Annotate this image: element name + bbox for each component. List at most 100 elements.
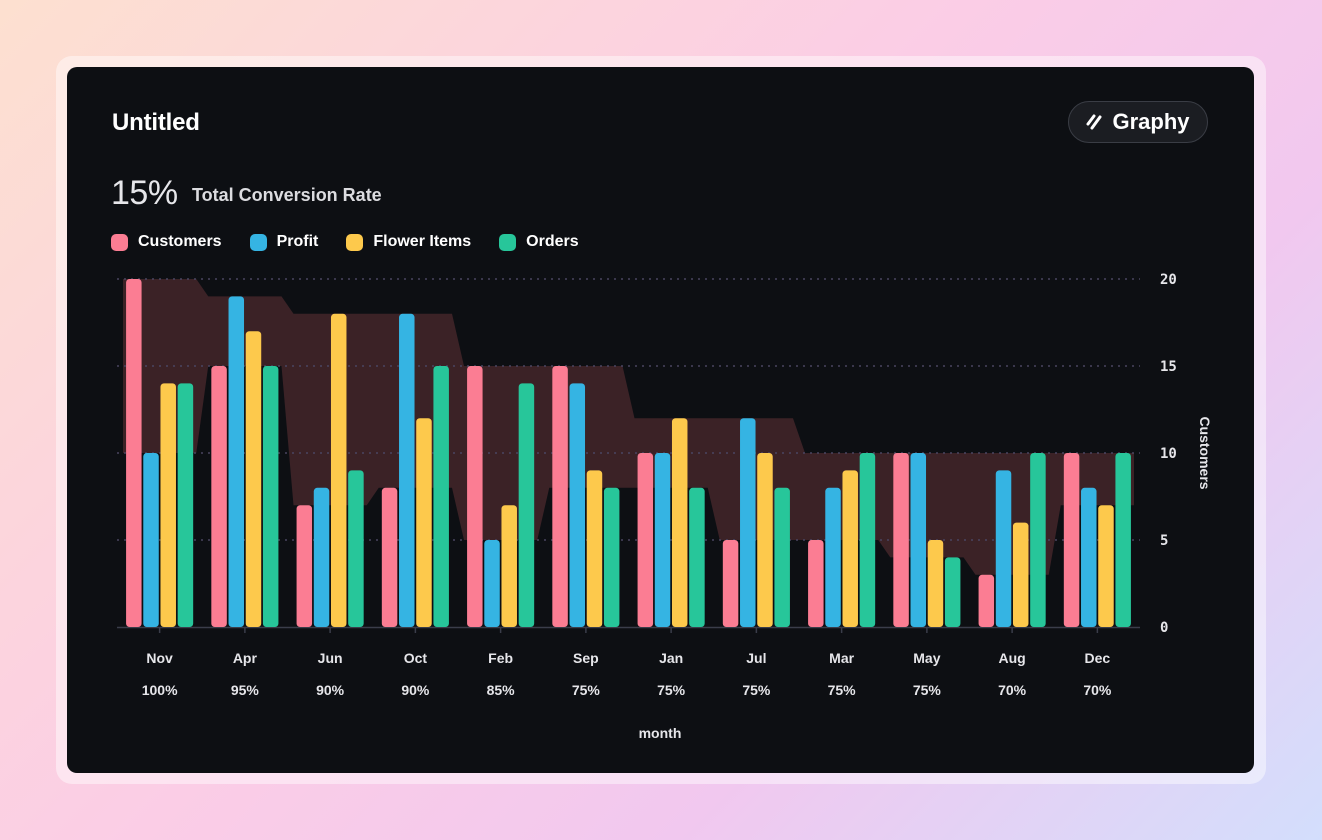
- bar-customers: [296, 505, 313, 627]
- bar-customers: [808, 540, 824, 627]
- x-tick-sublabel: 95%: [231, 682, 260, 698]
- x-tick-label: Oct: [404, 650, 428, 666]
- chart-legend: Customers Profit Flower Items Orders: [111, 233, 579, 251]
- y-tick-label: 5: [1160, 533, 1168, 549]
- x-tick-sublabel: 75%: [828, 682, 857, 698]
- legend-swatch: [346, 233, 364, 251]
- x-tick-label: Mar: [829, 650, 854, 666]
- chart-card: Untitled Graphy 15% Total Conversion Rat…: [67, 67, 1254, 773]
- x-tick-sublabel: 90%: [316, 682, 345, 698]
- bar-profit: [995, 470, 1012, 627]
- legend-item-orders[interactable]: Orders: [499, 233, 579, 251]
- bar-flower-items: [160, 383, 176, 627]
- bar-flower-items: [245, 331, 262, 627]
- x-tick-label: Jan: [659, 650, 683, 666]
- legend-label: Orders: [526, 233, 579, 250]
- kpi-label: Total Conversion Rate: [192, 185, 382, 205]
- bar-orders: [518, 383, 535, 627]
- bar-flower-items: [927, 540, 944, 627]
- bar-orders: [348, 470, 364, 627]
- bar-orders: [177, 383, 194, 627]
- x-tick-sublabel: 90%: [401, 682, 430, 698]
- x-tick-sublabel: 85%: [487, 682, 516, 698]
- bar-customers: [637, 453, 654, 627]
- x-tick-label: Nov: [146, 650, 173, 666]
- y-tick-label: 0: [1160, 620, 1168, 636]
- bar-profit: [228, 296, 245, 627]
- bar-customers: [978, 574, 995, 627]
- x-tick-sublabel: 70%: [998, 682, 1027, 698]
- x-tick-sublabel: 75%: [572, 682, 601, 698]
- bar-flower-items: [330, 313, 347, 627]
- bar-orders: [944, 557, 961, 627]
- bar-customers: [1063, 453, 1080, 627]
- bar-orders: [774, 487, 790, 627]
- bar-profit: [654, 453, 671, 627]
- x-tick-label: Jun: [318, 650, 343, 666]
- bar-orders: [1030, 453, 1046, 627]
- legend-swatch: [111, 233, 128, 251]
- legend-item-profit[interactable]: Profit: [249, 233, 319, 251]
- bar-flower-items: [1098, 505, 1114, 627]
- bar-orders: [603, 487, 620, 627]
- bar-profit: [143, 453, 159, 627]
- bar-profit: [1081, 487, 1097, 627]
- bar-chart: 0 5 10 15 20 Customers Nov 100% Apr 95% Jun 90% Oct 9…: [117, 272, 1213, 741]
- legend-label: Profit: [276, 233, 319, 250]
- bar-flower-items: [757, 453, 773, 627]
- bar-profit: [484, 540, 500, 627]
- bar-profit: [569, 383, 586, 627]
- legend-swatch: [499, 233, 517, 251]
- graphy-brand-button[interactable]: Graphy: [1068, 101, 1208, 143]
- bar-orders: [689, 487, 705, 627]
- bar-flower-items: [501, 505, 517, 627]
- x-tick-sublabel: 75%: [657, 682, 686, 698]
- graphy-logo-icon: [1086, 114, 1102, 130]
- bar-profit: [825, 487, 841, 627]
- brand-label: Graphy: [1112, 109, 1190, 134]
- bar-orders: [1115, 453, 1131, 627]
- bar-flower-items: [586, 470, 603, 627]
- bar-flower-items: [416, 418, 432, 627]
- background-range-band: [123, 279, 1134, 575]
- legend-label: Customers: [138, 233, 222, 250]
- legend-swatch: [249, 233, 267, 251]
- x-tick-label: Feb: [488, 650, 513, 666]
- x-tick-label: May: [913, 650, 940, 666]
- bar-profit: [313, 487, 330, 627]
- bar-orders: [262, 366, 279, 627]
- x-tick-sublabel: 75%: [742, 682, 771, 698]
- bar-flower-items: [671, 418, 688, 627]
- bar-customers: [211, 366, 227, 627]
- y-axis-title: Customers: [1197, 416, 1213, 489]
- x-tick-sublabel: 75%: [913, 682, 942, 698]
- bar-flower-items: [1012, 522, 1029, 627]
- x-tick-label: Dec: [1085, 650, 1111, 666]
- card-title: Untitled: [112, 109, 200, 136]
- bar-customers: [467, 366, 483, 627]
- y-tick-label: 10: [1160, 446, 1177, 462]
- bar-profit: [910, 453, 927, 627]
- bar-profit: [399, 313, 415, 627]
- legend-label: Flower Items: [373, 233, 472, 250]
- bar-customers: [552, 366, 568, 627]
- legend-item-customers[interactable]: Customers: [111, 233, 222, 251]
- x-tick-label: Apr: [233, 650, 258, 666]
- bar-customers: [893, 453, 909, 627]
- bar-orders: [859, 453, 876, 627]
- x-tick-label: Aug: [999, 650, 1026, 666]
- legend-item-flower-items[interactable]: Flower Items: [346, 233, 471, 251]
- x-tick-sublabel: 100%: [142, 682, 178, 698]
- kpi-value: 15%: [111, 174, 178, 212]
- x-tick-label: Sep: [573, 650, 599, 666]
- bar-customers: [722, 540, 739, 627]
- y-tick-label: 20: [1160, 272, 1177, 288]
- bar-profit: [740, 418, 756, 627]
- bar-orders: [433, 366, 449, 627]
- bar-customers: [126, 279, 142, 627]
- x-axis-title: month: [639, 725, 682, 741]
- bar-flower-items: [842, 470, 858, 627]
- x-tick-label: Jul: [746, 650, 766, 666]
- bar-customers: [381, 487, 398, 627]
- x-tick-sublabel: 70%: [1083, 682, 1112, 698]
